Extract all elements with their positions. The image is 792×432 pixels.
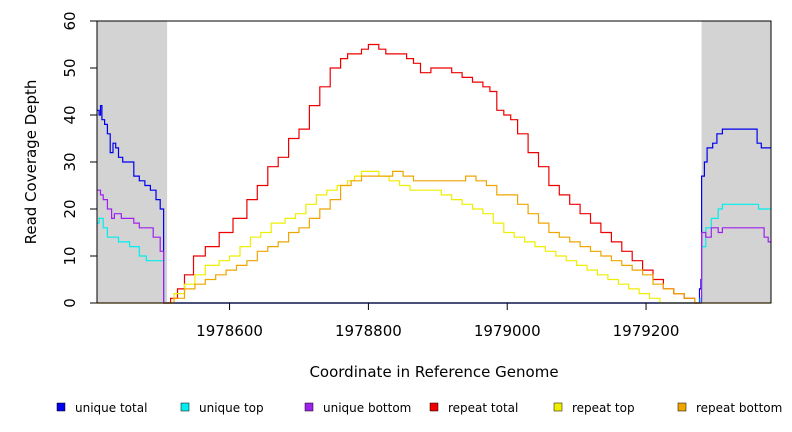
y-tick-label: 30: [61, 152, 79, 171]
y-axis-label: Read Coverage Depth: [22, 80, 40, 245]
y-tick-label: 50: [61, 58, 79, 77]
legend-swatch: [553, 402, 563, 412]
legend-entry: unique total: [56, 401, 147, 415]
series-lines: [97, 43, 771, 304]
shaded-region-1: [701, 21, 771, 303]
legend-label: repeat total: [448, 401, 518, 415]
plot-frame: [96, 20, 772, 304]
masked-regions: [97, 21, 771, 303]
legend-entry: unique top: [180, 401, 264, 415]
x-axis-label: Coordinate in Reference Genome: [309, 363, 558, 381]
y-tick-label: 0: [61, 298, 79, 308]
y-tick-label: 40: [61, 105, 79, 124]
legend-entry: unique bottom: [304, 401, 411, 415]
legend-swatch: [304, 402, 314, 412]
x-tick-label: 1978600: [196, 322, 263, 340]
x-tick-label: 1979000: [474, 322, 541, 340]
legend-swatch: [180, 402, 190, 412]
series-line-unique-total: [97, 105, 771, 304]
legend-entry: repeat total: [429, 401, 518, 415]
y-tick-label: 20: [61, 199, 79, 218]
x-tick-label: 1979200: [613, 322, 680, 340]
legend: unique total unique top unique bottom repea…: [56, 401, 782, 415]
legend-label: repeat top: [572, 401, 635, 415]
legend-label: repeat bottom: [696, 401, 782, 415]
x-axis: 1978600 1978800 1979000 1979200: [196, 303, 679, 340]
series-line-unique-top: [97, 203, 771, 304]
legend-label: unique top: [199, 401, 264, 415]
y-axis: 0 10 20 30 40 50 60: [61, 11, 97, 308]
series-line-repeat-total: [163, 43, 699, 304]
legend-entry: repeat bottom: [677, 401, 782, 415]
legend-label: unique total: [75, 401, 147, 415]
series-line-unique-bottom: [97, 189, 771, 304]
series-line-repeat-bottom: [97, 170, 771, 304]
legend-label: unique bottom: [323, 401, 411, 415]
legend-entry: repeat top: [553, 401, 635, 415]
legend-swatch: [677, 402, 687, 412]
legend-swatch: [429, 402, 439, 412]
series-line-repeat-top: [163, 170, 699, 304]
legend-swatch: [56, 402, 66, 412]
x-tick-label: 1978800: [335, 322, 402, 340]
y-tick-label: 60: [61, 11, 79, 30]
y-tick-label: 10: [61, 246, 79, 265]
